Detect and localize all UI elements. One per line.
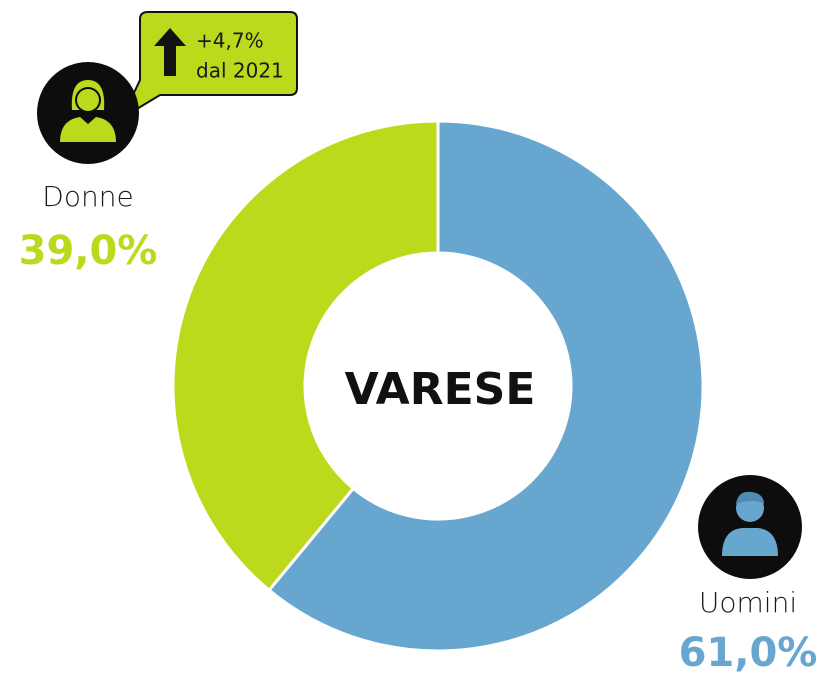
up-arrow [154,28,186,76]
annotation: dal 2021 [196,59,284,83]
value-label: 39,0% [19,228,158,274]
category-label: Donne [42,180,133,213]
category-label: Uomini [699,586,797,619]
slices [171,119,705,653]
center-label: VARESE [345,364,536,415]
icon-bg [698,475,802,579]
woman-icon [60,80,116,142]
slice [266,119,705,653]
annotation: +4,7% [196,29,264,53]
slice [171,119,440,593]
value-label: 61,0% [679,630,818,674]
man-icon [722,491,778,556]
